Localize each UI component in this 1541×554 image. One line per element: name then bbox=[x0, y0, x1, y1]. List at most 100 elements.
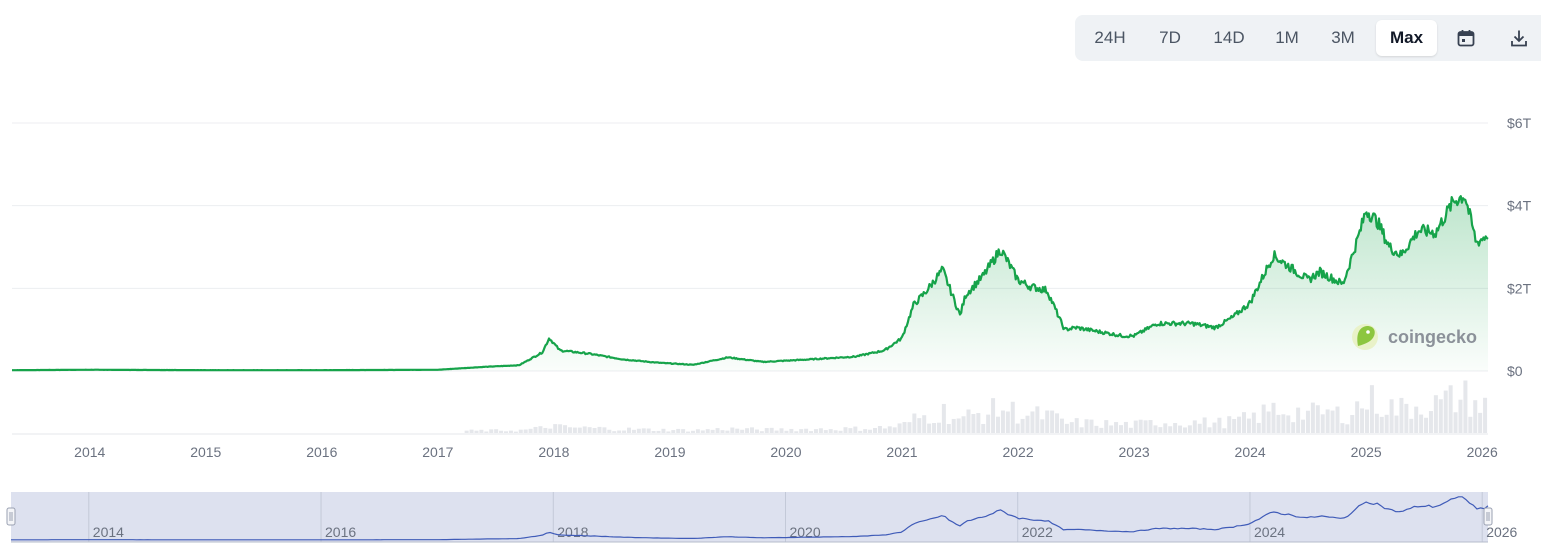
volume-bar bbox=[582, 426, 587, 433]
volume-bar bbox=[1374, 413, 1379, 433]
download-icon[interactable] bbox=[1509, 28, 1529, 48]
volume-bar bbox=[750, 427, 754, 433]
volume-bar bbox=[1468, 416, 1473, 433]
volume-bar bbox=[922, 415, 927, 433]
volume-bar bbox=[1163, 423, 1168, 433]
volume-bar bbox=[976, 413, 981, 433]
volume-bar bbox=[1015, 423, 1020, 433]
volume-bar bbox=[848, 428, 853, 433]
volume-bar bbox=[946, 424, 951, 433]
volume-bar bbox=[1025, 415, 1030, 433]
volume-bar bbox=[1217, 417, 1222, 433]
volume-bar bbox=[681, 429, 686, 433]
volume-bar bbox=[1197, 423, 1202, 433]
volume-bar bbox=[1330, 410, 1335, 433]
range-3m-button[interactable]: 3M bbox=[1331, 28, 1355, 47]
volume-bar bbox=[1428, 411, 1433, 433]
volume-bar bbox=[774, 430, 779, 433]
calendar-icon[interactable] bbox=[1456, 28, 1476, 48]
volume-bar bbox=[690, 430, 695, 433]
volume-bar bbox=[1055, 413, 1060, 433]
volume-bar bbox=[1340, 423, 1345, 433]
volume-bar bbox=[1379, 416, 1384, 433]
volume-bar bbox=[1296, 407, 1301, 433]
volume-bar bbox=[1251, 412, 1256, 433]
volume-bar bbox=[705, 429, 710, 433]
coingecko-watermark: coingecko bbox=[1352, 324, 1477, 350]
volume-bar bbox=[1212, 422, 1217, 433]
volume-bar bbox=[553, 424, 558, 433]
volume-bar bbox=[1138, 419, 1143, 433]
volume-bar bbox=[1133, 420, 1138, 433]
volume-bar bbox=[956, 418, 961, 433]
navigator-right-handle[interactable] bbox=[1483, 507, 1493, 526]
volume-bar bbox=[971, 414, 976, 433]
volume-bar bbox=[1414, 406, 1419, 433]
x-tick-label: 2019 bbox=[654, 444, 685, 460]
volume-bar bbox=[1315, 405, 1320, 433]
volume-bar bbox=[676, 428, 681, 433]
navigator-left-handle[interactable] bbox=[6, 507, 16, 526]
navigator-tick-label: 2014 bbox=[93, 524, 124, 540]
volume-bar bbox=[1099, 427, 1104, 433]
volume-bar bbox=[1158, 427, 1163, 433]
volume-bar bbox=[936, 422, 941, 433]
volume-bar bbox=[700, 430, 705, 433]
volume-bar bbox=[523, 429, 528, 433]
y-tick-label: $2T bbox=[1507, 280, 1532, 296]
volume-bar bbox=[533, 426, 538, 433]
volume-bar bbox=[1276, 414, 1281, 433]
volume-bar bbox=[1069, 422, 1074, 433]
volume-bar bbox=[607, 429, 612, 433]
volume-bar bbox=[1443, 390, 1448, 433]
navigator-tick-label: 2022 bbox=[1022, 524, 1053, 540]
volume-bar bbox=[489, 429, 494, 433]
volume-bar bbox=[730, 427, 735, 433]
volume-bar bbox=[882, 428, 887, 433]
range-navigator[interactable]: 2014 2016 2018 2020 2022 2024 2026 bbox=[6, 492, 1518, 543]
volume-bar bbox=[981, 423, 986, 433]
volume-bar bbox=[504, 431, 508, 433]
volume-bar bbox=[567, 427, 572, 433]
volume-bar bbox=[494, 429, 499, 433]
volume-bar bbox=[1128, 427, 1133, 433]
volume-bar bbox=[1384, 414, 1389, 433]
volume-bar bbox=[558, 424, 563, 433]
volume-bar bbox=[577, 427, 582, 433]
volume-bar bbox=[1089, 419, 1094, 433]
volume-bar bbox=[764, 428, 769, 433]
volume-bar bbox=[1369, 385, 1374, 433]
volume-bar bbox=[1237, 416, 1242, 433]
x-tick-label: 2022 bbox=[1002, 444, 1033, 460]
volume-bar bbox=[941, 403, 946, 433]
range-max-button[interactable]: Max bbox=[1376, 20, 1437, 56]
range-1m-button[interactable]: 1M bbox=[1275, 28, 1299, 47]
volume-bar bbox=[1059, 418, 1064, 433]
volume-bar bbox=[877, 425, 882, 433]
volume-bar bbox=[656, 430, 661, 433]
volume-bar bbox=[966, 409, 971, 433]
x-tick-label: 2020 bbox=[770, 444, 801, 460]
volume-bar bbox=[1360, 408, 1365, 433]
range-7d-button[interactable]: 7D bbox=[1159, 28, 1181, 47]
range-14d-button[interactable]: 14D bbox=[1213, 28, 1245, 47]
volume-bar bbox=[1404, 403, 1409, 433]
volume-bar bbox=[1148, 420, 1153, 433]
x-tick-label: 2014 bbox=[74, 444, 105, 460]
volume-bar bbox=[720, 430, 725, 433]
volume-bar bbox=[1182, 427, 1187, 433]
volume-bar bbox=[927, 423, 932, 433]
volume-bar bbox=[641, 428, 646, 433]
volume-bar bbox=[612, 431, 617, 433]
x-tick-label: 2015 bbox=[190, 444, 221, 460]
range-24h-button[interactable]: 24H bbox=[1094, 28, 1126, 47]
volume-bar bbox=[631, 429, 636, 433]
x-tick-label: 2023 bbox=[1119, 444, 1150, 460]
volume-bar bbox=[464, 430, 469, 433]
volume-bar bbox=[661, 428, 666, 433]
volume-bar bbox=[1114, 422, 1119, 433]
handle-grip bbox=[1483, 507, 1493, 526]
volume-bar bbox=[932, 423, 937, 433]
volume-bar bbox=[868, 429, 873, 433]
